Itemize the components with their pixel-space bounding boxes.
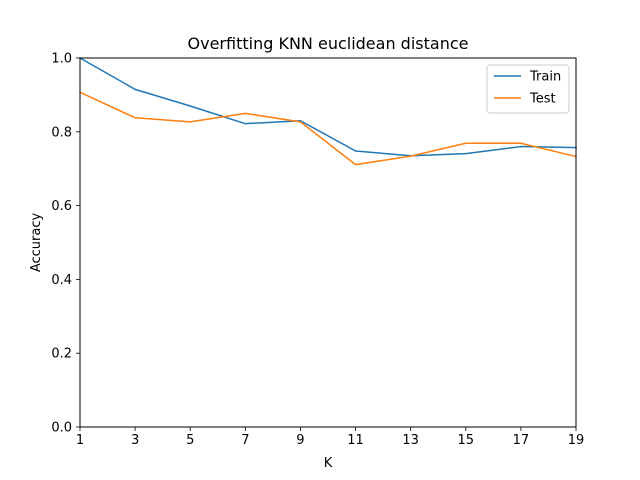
y-tick-label: 0.0 xyxy=(51,421,72,436)
x-tick-label: 17 xyxy=(513,433,530,448)
y-tick-label: 0.8 xyxy=(51,125,72,140)
x-tick-label: 19 xyxy=(568,433,585,448)
series-line-train xyxy=(78,56,577,157)
legend-box xyxy=(486,64,570,114)
data-point-test-5 xyxy=(354,163,357,166)
x-tick-label: 13 xyxy=(402,433,419,448)
plot-frame xyxy=(79,57,577,428)
data-point-train-8 xyxy=(520,145,522,148)
legend-label-train: Train xyxy=(529,70,561,85)
x-tick-label: 5 xyxy=(186,433,194,448)
data-point-test-2 xyxy=(189,121,191,123)
data-point-test-6 xyxy=(409,155,412,157)
x-axis: 1 3 5 7 9 11 13 15 17 19 xyxy=(76,427,584,448)
data-point-test-4 xyxy=(299,121,302,123)
y-tick-label: 0.6 xyxy=(51,199,72,214)
data-point-train-5 xyxy=(354,150,357,152)
data-point-train-7 xyxy=(465,152,467,155)
data-point-test-8 xyxy=(520,142,522,144)
y-tick-label: 1.0 xyxy=(51,52,72,67)
y-axis-title: Accuracy xyxy=(29,213,44,273)
data-point-test-7 xyxy=(465,142,467,144)
legend: Train Test xyxy=(486,64,570,114)
x-tick-label: 11 xyxy=(347,433,364,448)
x-tick-label: 3 xyxy=(131,433,139,448)
data-point-train-2 xyxy=(189,105,191,107)
data-point-train-1 xyxy=(134,88,136,91)
data-point-train-3 xyxy=(244,122,247,125)
y-tick-label: 0.4 xyxy=(51,273,72,288)
y-axis: 0.0 0.2 0.4 0.6 0.8 1.0 xyxy=(51,52,80,436)
x-tick-label: 15 xyxy=(458,433,475,448)
data-point-test-3 xyxy=(244,112,247,115)
series-line-test xyxy=(79,91,577,166)
x-tick-label: 1 xyxy=(76,433,84,448)
chart-title: Overfitting KNN euclidean distance xyxy=(188,34,469,53)
x-tick-label: 7 xyxy=(241,433,249,448)
y-tick-label: 0.2 xyxy=(51,347,72,362)
legend-label-test: Test xyxy=(529,92,556,107)
data-point-test-1 xyxy=(134,117,136,119)
x-tick-label: 9 xyxy=(296,433,304,448)
x-axis-title: K xyxy=(324,456,333,471)
